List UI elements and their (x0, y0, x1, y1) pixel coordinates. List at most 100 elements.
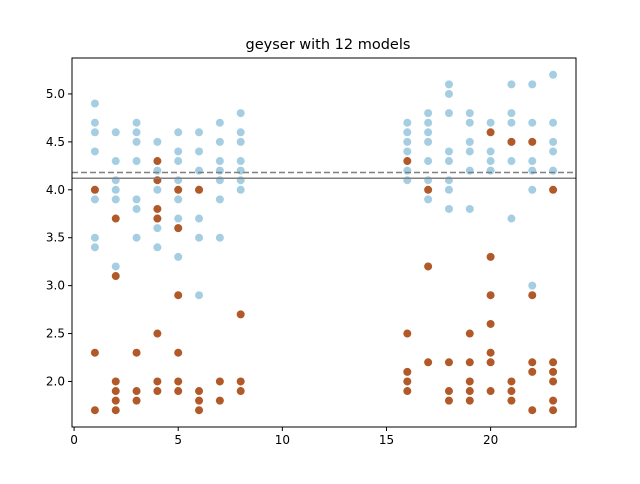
data-point (444, 387, 453, 396)
data-point (153, 176, 162, 185)
data-point (507, 118, 516, 127)
data-point (403, 166, 412, 175)
data-point (486, 348, 495, 357)
data-point (444, 89, 453, 98)
data-point (215, 377, 224, 386)
data-point (465, 377, 474, 386)
data-point (90, 128, 99, 137)
data-point (90, 348, 99, 357)
data-point (195, 406, 204, 415)
data-point (424, 157, 433, 166)
data-point (111, 272, 120, 281)
data-point (111, 406, 120, 415)
data-point (403, 367, 412, 376)
data-point (174, 252, 183, 261)
x-tick-label: 10 (275, 433, 290, 447)
data-point (195, 147, 204, 156)
data-point (507, 157, 516, 166)
data-point (174, 195, 183, 204)
data-point (528, 358, 537, 367)
y-tick-label: 2.0 (46, 374, 65, 388)
y-axis-ticks: 2.0 2.5 3.0 3.5 4.0 4.5 5.0 (46, 87, 72, 388)
data-point (153, 224, 162, 233)
data-point (90, 147, 99, 156)
data-point (507, 396, 516, 405)
data-point (549, 118, 558, 127)
data-point (549, 147, 558, 156)
data-point (465, 387, 474, 396)
data-point (444, 80, 453, 89)
data-point (486, 291, 495, 300)
data-point (215, 118, 224, 127)
data-point (236, 128, 245, 137)
data-point (132, 396, 141, 405)
data-point (132, 387, 141, 396)
data-point (132, 233, 141, 242)
data-point (132, 137, 141, 146)
data-point (174, 214, 183, 223)
data-point (549, 137, 558, 146)
data-point (174, 147, 183, 156)
data-point (528, 137, 537, 146)
data-point (132, 348, 141, 357)
data-point (444, 396, 453, 405)
data-point (403, 387, 412, 396)
data-point (486, 128, 495, 137)
data-point (486, 319, 495, 328)
data-point (111, 185, 120, 194)
data-point (174, 387, 183, 396)
data-point (444, 176, 453, 185)
data-point (465, 204, 474, 213)
chart-title: geyser with 12 models (246, 37, 411, 53)
data-point (507, 387, 516, 396)
data-point (90, 243, 99, 252)
data-point (215, 166, 224, 175)
data-point (486, 252, 495, 261)
data-point (90, 118, 99, 127)
data-point (174, 157, 183, 166)
data-point (195, 291, 204, 300)
axes-frame (71, 57, 577, 428)
data-point (444, 157, 453, 166)
data-point (528, 406, 537, 415)
data-point (403, 176, 412, 185)
data-point (132, 204, 141, 213)
data-point (153, 137, 162, 146)
data-point (195, 166, 204, 175)
data-point (215, 137, 224, 146)
data-point (549, 377, 558, 386)
data-point (465, 118, 474, 127)
data-point (236, 157, 245, 166)
data-point (403, 377, 412, 386)
x-tick-label: 5 (174, 433, 182, 447)
data-point (174, 348, 183, 357)
data-point (444, 185, 453, 194)
data-point (174, 291, 183, 300)
data-point (549, 367, 558, 376)
reference-lines (72, 171, 576, 180)
data-point (465, 166, 474, 175)
data-point (465, 137, 474, 146)
data-point (424, 128, 433, 137)
data-point (486, 157, 495, 166)
data-point (424, 195, 433, 204)
data-point (111, 387, 120, 396)
data-point (174, 377, 183, 386)
data-point (486, 387, 495, 396)
data-points (90, 70, 558, 415)
data-point (195, 185, 204, 194)
data-point (111, 176, 120, 185)
data-point (195, 387, 204, 396)
data-point (195, 396, 204, 405)
data-point (111, 157, 120, 166)
data-point (236, 310, 245, 319)
x-tick-label: 20 (483, 433, 498, 447)
data-point (507, 109, 516, 118)
y-tick-label: 4.5 (46, 135, 65, 149)
data-point (549, 406, 558, 415)
data-point (465, 147, 474, 156)
data-point (153, 377, 162, 386)
data-point (528, 291, 537, 300)
data-point (90, 406, 99, 415)
